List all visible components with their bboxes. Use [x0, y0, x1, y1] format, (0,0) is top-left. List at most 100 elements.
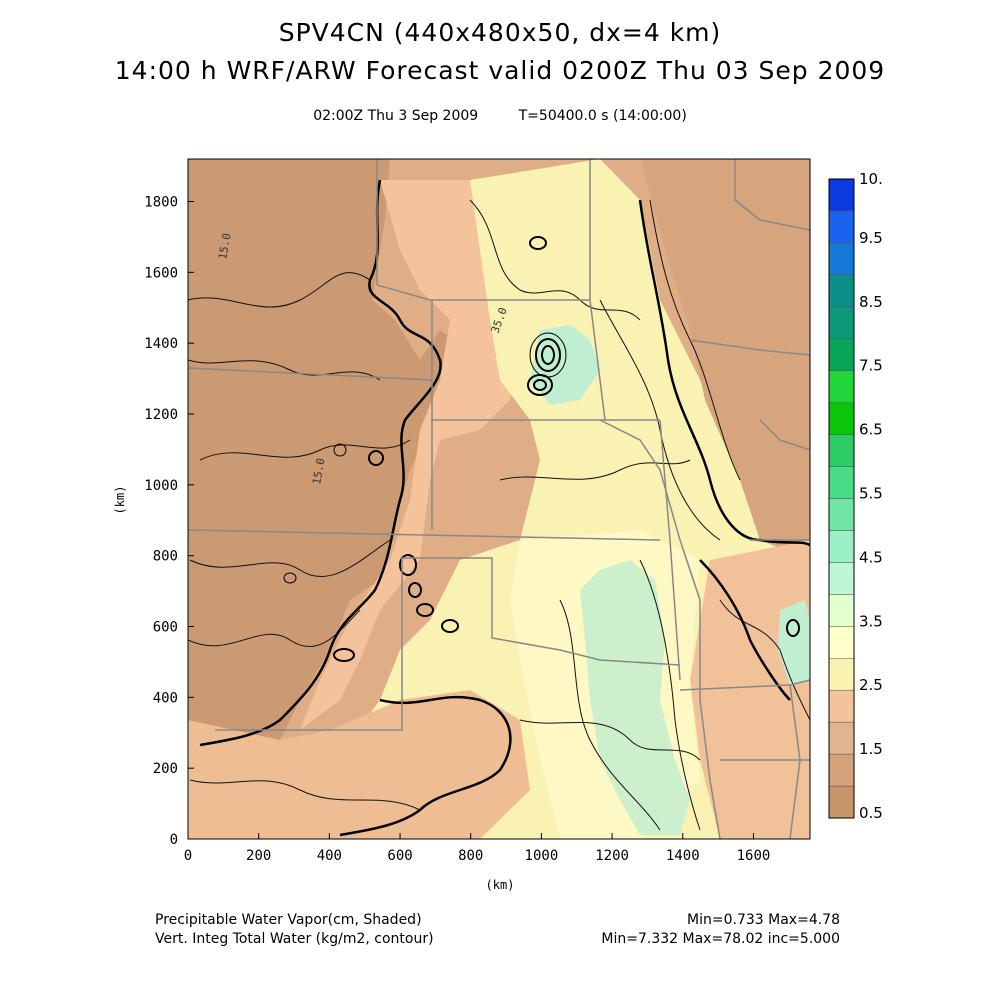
colorbar-label: 9.5 — [859, 229, 883, 247]
contour-line — [499, 459, 691, 481]
contour-line — [639, 559, 701, 831]
state-line — [734, 159, 810, 231]
contour-line — [199, 439, 411, 461]
colorbar-segment — [828, 306, 855, 339]
contour-thick-south — [339, 695, 512, 837]
state-line — [188, 367, 433, 381]
footer-right-line2: Min=7.332 Max=78.02 inc=5.000 — [601, 931, 840, 947]
footer-right-line1: Min=0.733 Max=4.78 — [687, 912, 840, 928]
chart-title: SPV4CN (440x480x50, dx=4 km) — [278, 18, 722, 47]
colorbar-segment — [828, 466, 855, 499]
state-line — [188, 529, 661, 541]
shade-se-green — [778, 600, 810, 685]
contour-line — [188, 272, 371, 308]
colorbar-segment — [828, 753, 855, 787]
colorbar-segment — [828, 178, 855, 212]
colorbar-segment — [828, 338, 855, 371]
cell-ring — [786, 619, 800, 637]
colorbar-segment — [828, 498, 855, 531]
shade-east-tan — [640, 159, 810, 560]
x-tick-label: 600 — [387, 848, 412, 864]
cell-ring — [441, 619, 459, 633]
colorbar-segment — [828, 274, 855, 308]
colorbar-segment — [828, 434, 855, 467]
colorbar-segment — [828, 721, 855, 755]
colorbar-label: 6.5 — [859, 421, 883, 439]
shade-mid-peach — [300, 180, 520, 730]
shade-sw-peach — [188, 690, 530, 839]
colorbar-segment — [828, 562, 855, 595]
state-line — [402, 557, 681, 666]
cell-ring — [333, 443, 347, 457]
plot-frame — [187, 158, 811, 840]
cell-ring — [408, 582, 422, 598]
cell-ring — [529, 236, 547, 250]
y-axis-label: (km) — [113, 486, 127, 515]
y-tick-label: 1400 — [144, 336, 178, 352]
x-tick-label: 1600 — [737, 848, 771, 864]
contour-thick-west — [199, 179, 442, 747]
y-tick-label: 800 — [153, 549, 178, 565]
cell-ring — [283, 572, 297, 584]
valid-time: 02:00Z Thu 3 Sep 2009 — [313, 108, 479, 124]
colorbar-segment — [828, 402, 855, 435]
x-tick-label: 1200 — [595, 848, 629, 864]
contour-line — [559, 599, 661, 831]
colorbar-segment — [828, 626, 855, 659]
colorbar-frame — [828, 178, 855, 819]
x-tick-label: 1000 — [525, 848, 559, 864]
colorbar-segment — [828, 242, 855, 276]
y-tick-label: 1800 — [144, 195, 178, 211]
y-tick-label: 1000 — [144, 478, 178, 494]
chart-subtitle: 14:00 h WRF/ARW Forecast valid 0200Z Thu… — [114, 56, 886, 85]
colorbar-segment — [828, 658, 855, 691]
convective-cells — [283, 236, 800, 662]
y-tick-label: 0 — [170, 832, 178, 848]
x-tick-label: 800 — [458, 848, 483, 864]
state-line — [589, 159, 606, 421]
x-tick-label: 400 — [317, 848, 342, 864]
time-info: 02:00Z Thu 3 Sep 2009 T=50400.0 s (14:00… — [0, 108, 1000, 124]
contour-label: 15.0 — [310, 457, 327, 485]
colorbar-label: 8.5 — [859, 293, 883, 311]
colorbar-segment — [828, 785, 855, 819]
x-axis: 0 200 400 600 800 1000 1200 1400 1600 — [184, 833, 771, 864]
colorbar-segment — [828, 530, 855, 563]
y-axis: 0 200 400 600 800 1000 1200 1400 1600 1800 — [144, 195, 194, 848]
cell-ring — [416, 603, 434, 617]
contour-line — [519, 719, 701, 761]
contour-line — [188, 359, 381, 381]
x-axis-label: (km) — [486, 878, 515, 892]
footer-left-line1: Precipitable Water Vapor(cm, Shaded) — [155, 912, 422, 928]
pwv-shading — [188, 159, 810, 839]
shade-west-dark — [188, 159, 470, 760]
colorbar-label: 4.5 — [859, 548, 883, 566]
colorbar-segment — [828, 370, 855, 403]
river-line — [599, 419, 721, 839]
shade-north-green — [530, 325, 600, 405]
state-line — [376, 284, 590, 301]
contour-line — [189, 539, 391, 577]
colorbar-segment — [828, 594, 855, 627]
contour-line — [599, 299, 721, 541]
x-tick-label: 0 — [184, 848, 192, 864]
cell-ring — [527, 374, 553, 396]
colorbar: 0.5 1.5 2.5 3.5 4.5 5.5 6.5 7.5 8.5 9.5 10. — [828, 170, 883, 822]
colorbar-segment — [828, 689, 855, 723]
cell-ring — [368, 450, 384, 466]
contour-line — [719, 599, 810, 721]
y-tick-label: 1600 — [144, 265, 178, 281]
contours-thin — [188, 199, 810, 831]
cell-ring — [535, 338, 561, 372]
cell-ring — [399, 554, 417, 576]
contour-label: 15.0 — [216, 232, 233, 260]
y-tick-label: 600 — [153, 620, 178, 636]
model-time: T=50400.0 s (14:00:00) — [518, 108, 687, 124]
colorbar-label: 2.5 — [859, 676, 883, 694]
state-line — [789, 684, 801, 839]
state-line — [322, 558, 403, 731]
cell-ring — [541, 345, 555, 365]
y-tick-label: 200 — [153, 761, 178, 777]
colorbar-segment — [828, 210, 855, 244]
